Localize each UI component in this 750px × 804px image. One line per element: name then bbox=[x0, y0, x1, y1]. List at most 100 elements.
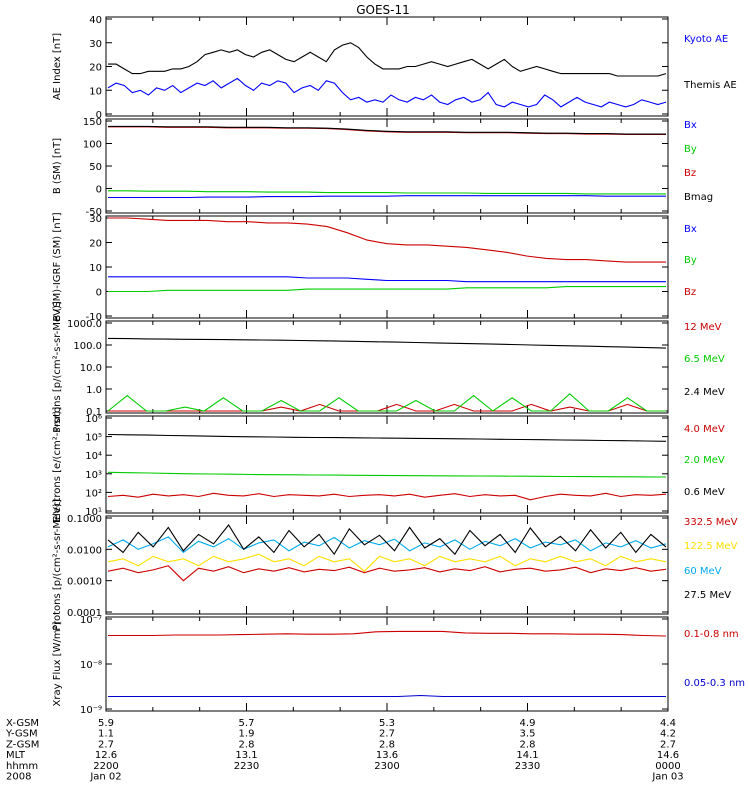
y-tick-label: 10⁴ bbox=[85, 451, 102, 462]
legend-entry: 2.0 MeV bbox=[684, 455, 725, 466]
ephemeris-value: 2330 bbox=[515, 761, 540, 772]
series-line-4-0-mev bbox=[107, 492, 667, 501]
y-axis-label: B (SM)-IGRF (SM) [nT] bbox=[52, 212, 63, 321]
y-tick-label: 10.0 bbox=[80, 363, 102, 374]
ephemeris-value: 2230 bbox=[234, 761, 259, 772]
ephemeris-row-label: 2008 bbox=[6, 772, 31, 783]
ephemeris-value: 2300 bbox=[374, 761, 399, 772]
y-tick-label: 10³ bbox=[85, 470, 102, 481]
ephemeris-value: 12.6 bbox=[95, 750, 117, 761]
y-tick-label: 10⁻⁷ bbox=[80, 615, 102, 626]
y-tick-label: -10 bbox=[86, 312, 102, 323]
y-tick-label: 10² bbox=[85, 488, 102, 499]
y-tick-label: 0.0100 bbox=[67, 545, 102, 556]
y-tick-label: 0.1 bbox=[86, 407, 102, 418]
series-line-themis-ae bbox=[108, 42, 667, 77]
ephemeris-row-label: Y-GSM bbox=[5, 729, 38, 740]
y-axis-label: Protons [p/(cm²-s-sr-MeV)] bbox=[52, 301, 63, 433]
y-tick-label: 10⁶ bbox=[85, 414, 102, 425]
panel-5: 10¹ 10² 10³ 10⁴ 10⁵ 10⁶ Electrons [e/(cm²-s-sr… bbox=[52, 407, 725, 523]
ephemeris-value: 0000 bbox=[655, 761, 680, 772]
series-line-0-05-0-3-nm bbox=[108, 694, 666, 698]
y-tick-label: 10⁻⁹ bbox=[80, 705, 102, 716]
legend-entry: 2.4 MeV bbox=[684, 387, 725, 398]
ephemeris-row-label: X-GSM bbox=[6, 718, 39, 729]
series-line-12-mev bbox=[108, 403, 666, 412]
panel-6: 0.0001 0.0010 0.0100 0.1000 Protons [p/(cm²-… bbox=[52, 499, 738, 631]
y-tick-label: 0.0010 bbox=[67, 577, 102, 588]
panel-2: -50 0 50 100 150 B (SM) [nT] Bx By Bz Bmag bbox=[52, 117, 713, 218]
legend-entry: Themis AE bbox=[683, 80, 737, 91]
ephemeris-value: 1.1 bbox=[98, 729, 114, 740]
y-tick-label: 0 bbox=[96, 110, 102, 121]
panel-4: 0.1 1.0 10.0 100.0 1000.0 Protons [p/(cm²-s-s… bbox=[52, 301, 725, 433]
ephemeris-value: 14.6 bbox=[657, 750, 679, 761]
legend-entry: Bmag bbox=[684, 192, 713, 203]
y-tick-label: 0 bbox=[96, 185, 102, 196]
panel-frame bbox=[105, 515, 669, 615]
legend-entry: 27.5 MeV bbox=[684, 590, 731, 601]
series-line-27-5-mev bbox=[107, 524, 667, 556]
ephemeris-value: 2.7 bbox=[379, 729, 395, 740]
panel-frame bbox=[105, 215, 669, 319]
series-line-bx bbox=[108, 195, 666, 199]
series-line-6-5-mev bbox=[107, 393, 666, 412]
legend-entry: Bz bbox=[684, 168, 696, 179]
ephemeris-value: 4.2 bbox=[660, 729, 676, 740]
y-tick-label: 0.0001 bbox=[67, 608, 102, 619]
legend-entry: 12 MeV bbox=[684, 322, 722, 333]
ephemeris-value: 13.1 bbox=[235, 750, 257, 761]
series-line-bx bbox=[108, 276, 666, 283]
legend-entry: 4.0 MeV bbox=[684, 424, 725, 435]
y-tick-label: 20 bbox=[89, 239, 102, 250]
y-tick-label: 10⁻⁸ bbox=[80, 660, 102, 671]
y-tick-label: 10¹ bbox=[85, 507, 102, 518]
panel-frame bbox=[105, 415, 669, 514]
ephemeris-value: 2.8 bbox=[520, 739, 536, 750]
y-tick-label: 1.0 bbox=[86, 385, 102, 396]
y-tick-label: 1000.0 bbox=[67, 319, 102, 330]
legend-entry: 6.5 MeV bbox=[684, 354, 725, 365]
y-tick-label: 100 bbox=[83, 140, 102, 151]
y-tick-label: 0 bbox=[96, 288, 102, 299]
legend-entry: 122.5 MeV bbox=[684, 541, 738, 552]
y-tick-label: 100.0 bbox=[73, 341, 102, 352]
legend-entry: 0.6 MeV bbox=[684, 487, 725, 498]
y-tick-label: 30 bbox=[89, 39, 102, 50]
legend-entry: 0.05-0.3 nm bbox=[684, 678, 745, 689]
legend-entry: Bx bbox=[684, 224, 697, 235]
panel-7: 10⁻⁹ 10⁻⁸ 10⁻⁷ Xray Flux [W/m²] 0.1-0.8 nm 0.… bbox=[52, 615, 745, 716]
ephemeris-value: Jan 03 bbox=[651, 772, 683, 783]
ephemeris-value: 4.4 bbox=[660, 718, 676, 729]
y-tick-label: 0.1000 bbox=[67, 514, 102, 525]
y-tick-label: 10 bbox=[89, 86, 102, 97]
y-axis-label: Xray Flux [W/m²] bbox=[52, 621, 63, 706]
series-line-by bbox=[108, 190, 666, 195]
y-tick-label: 40 bbox=[89, 15, 102, 26]
series-line-bmag bbox=[108, 125, 666, 135]
y-tick-label: 20 bbox=[89, 63, 102, 74]
series-line-60-mev bbox=[107, 536, 667, 554]
legend-entry: Kyoto AE bbox=[684, 34, 728, 45]
y-tick-label: 10⁵ bbox=[85, 433, 102, 444]
plot-title: GOES-11 bbox=[356, 3, 410, 17]
ephemeris-value: 2.8 bbox=[239, 739, 255, 750]
y-tick-label: 10 bbox=[89, 263, 102, 274]
y-tick-label: -50 bbox=[86, 207, 102, 218]
ephemeris-value: 13.6 bbox=[376, 750, 398, 761]
y-tick-label: 50 bbox=[89, 162, 102, 173]
ephemeris-value: 5.9 bbox=[98, 718, 114, 729]
series-line-0-1-0-8-nm bbox=[108, 630, 667, 637]
ephemeris-value: Jan 02 bbox=[89, 772, 121, 783]
ephemeris-value: 5.7 bbox=[239, 718, 255, 729]
y-axis-label: Protons [p/(cm²-s-sr-MeV)] bbox=[52, 499, 63, 631]
series-line-bz bbox=[108, 217, 666, 263]
ephemeris-value: 3.5 bbox=[520, 729, 536, 740]
y-axis-label: AE Index [nT] bbox=[52, 33, 63, 100]
ephemeris-value: 2.7 bbox=[98, 739, 114, 750]
ephemeris-value: 2.8 bbox=[379, 739, 395, 750]
panel-3: -10 0 10 20 30 B (SM)-IGRF (SM) [nT] Bx By Bz bbox=[52, 212, 697, 323]
ephemeris-value: 2200 bbox=[93, 761, 118, 772]
